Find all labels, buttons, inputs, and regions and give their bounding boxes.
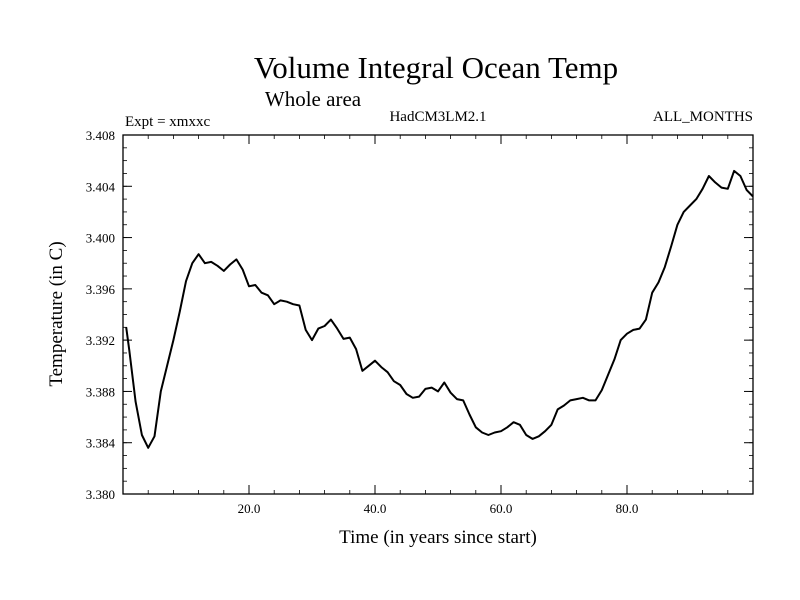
x-tick-label: 60.0 [490, 501, 513, 516]
y-tick-label: 3.404 [86, 179, 116, 194]
chart-subtitle: Whole area [265, 87, 362, 111]
x-tick-label: 20.0 [238, 501, 261, 516]
y-tick-label: 3.408 [86, 128, 115, 143]
months-label: ALL_MONTHS [653, 109, 753, 125]
y-tick-label: 3.392 [86, 333, 115, 348]
y-axis-label: Temperature (in C) [46, 241, 67, 386]
temperature-series-line [125, 169, 754, 449]
y-tick-label: 3.388 [86, 384, 115, 399]
y-tick-label: 3.396 [86, 282, 116, 297]
x-tick-label: 80.0 [616, 501, 639, 516]
data-series [125, 169, 754, 449]
y-tick-label: 3.400 [86, 231, 115, 246]
axis-ticks: 3.380 3.384 3.388 3.392 3.396 3.400 3.404 3.408… [86, 128, 754, 516]
experiment-label: Expt = xmxxc [125, 114, 210, 130]
chart-title: Volume Integral Ocean Temp [254, 50, 618, 85]
model-label: HadCM3LM2.1 [389, 109, 486, 125]
y-tick-label: 3.384 [86, 436, 116, 451]
x-axis-label: Time (in years since start) [339, 527, 537, 548]
x-tick-label: 40.0 [364, 501, 387, 516]
plot-frame [122, 134, 754, 495]
y-tick-label: 3.380 [86, 487, 115, 502]
